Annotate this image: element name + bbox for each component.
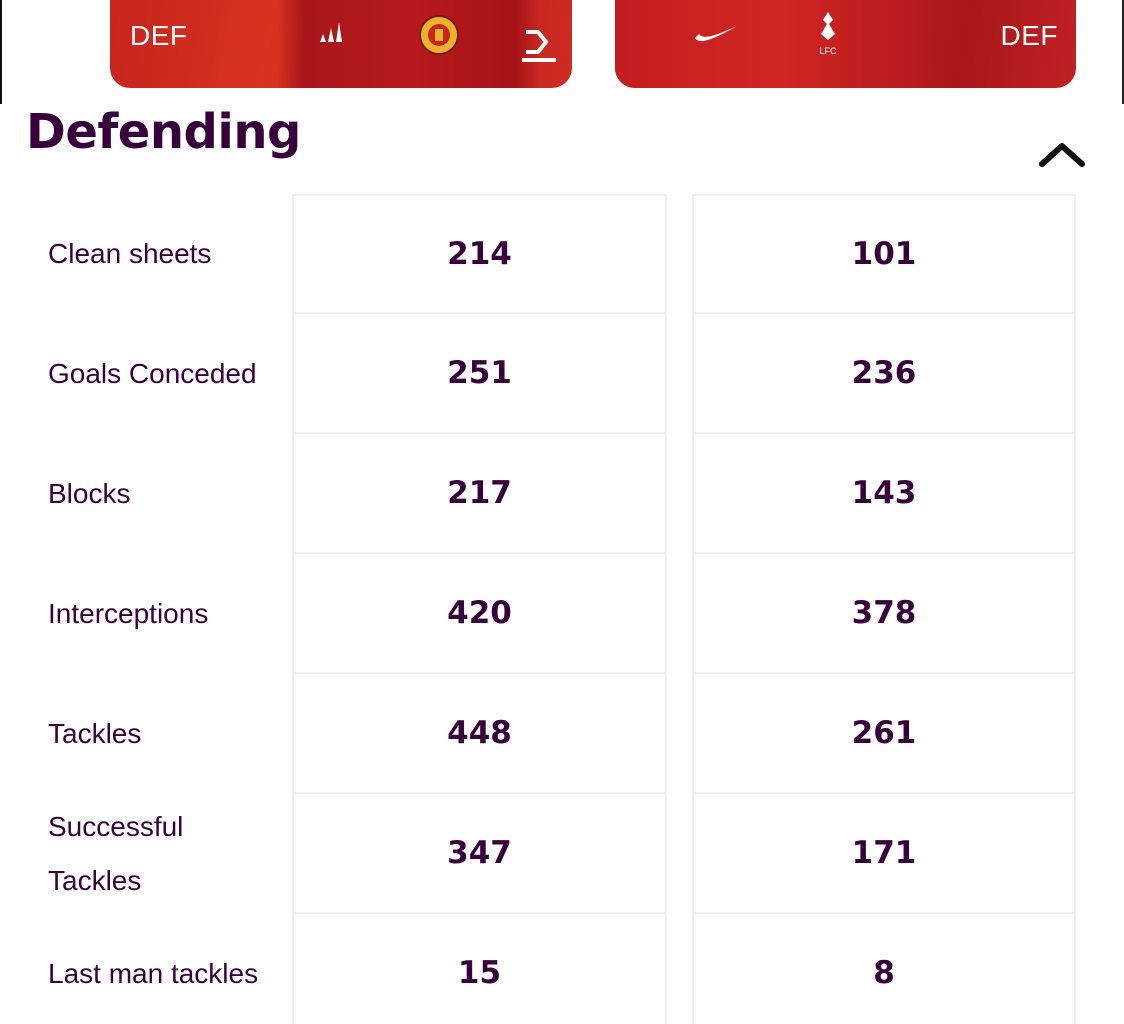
stat-label: Goals Conceded [48,358,257,389]
chevron-up-icon [1039,143,1085,167]
kit-brand-icon [695,26,737,42]
section-title: Defending [26,104,301,160]
player-card-left[interactable]: DEF [110,0,572,88]
stat-row: Clean sheets 214 101 [0,194,1124,314]
kit-brand-icon [320,22,342,42]
stat-label: Successful Tackles [48,811,184,896]
stat-value-player-right: 143 [692,434,1076,554]
player-shirt-image [615,0,935,88]
stat-row: Blocks 217 143 [0,434,1124,554]
stat-row: Successful Tackles 347 171 [0,794,1124,914]
stat-value-player-right: 378 [692,554,1076,674]
screen-edge-left [0,0,2,104]
position-label: DEF [1000,20,1058,51]
stat-label: Tackles [48,718,142,749]
stat-value-player-right: 236 [692,314,1076,434]
stat-value-player-right: 101 [692,194,1076,314]
stat-row: Tackles 448 261 [0,674,1124,794]
stat-value-player-left: 214 [292,194,667,314]
screen-edge-right [1122,0,1124,104]
stat-value-player-right: 261 [692,674,1076,794]
stat-row: Last man tackles 15 8 [0,914,1124,1024]
sponsor-logo-icon [522,30,556,62]
svg-text:LFC: LFC [819,46,837,56]
stat-label: Interceptions [48,598,209,629]
player-shirt-image [278,0,540,88]
stat-row: Goals Conceded 251 236 [0,314,1124,434]
club-crest-icon: LFC [819,12,837,56]
stat-label: Blocks [48,478,131,509]
stat-row: Interceptions 420 378 [0,554,1124,674]
stat-label: Clean sheets [48,238,212,269]
stat-value-player-right: 171 [692,794,1076,914]
stat-value-player-right: 8 [692,914,1076,1024]
stat-value-player-left: 420 [292,554,667,674]
player-card-right[interactable]: DEF LFC [615,0,1076,88]
collapse-section-button[interactable] [1036,136,1088,170]
stat-value-player-left: 448 [292,674,667,794]
defending-stats-table: Clean sheets 214 101 Goals Conceded 251 … [0,194,1124,1024]
position-label: DEF [130,20,188,51]
stat-value-player-left: 217 [292,434,667,554]
stat-value-player-left: 347 [292,794,667,914]
stat-value-player-left: 15 [292,914,667,1024]
stat-value-player-left: 251 [292,314,667,434]
club-crest-icon [419,15,459,55]
stat-label: Last man tackles [48,958,259,989]
